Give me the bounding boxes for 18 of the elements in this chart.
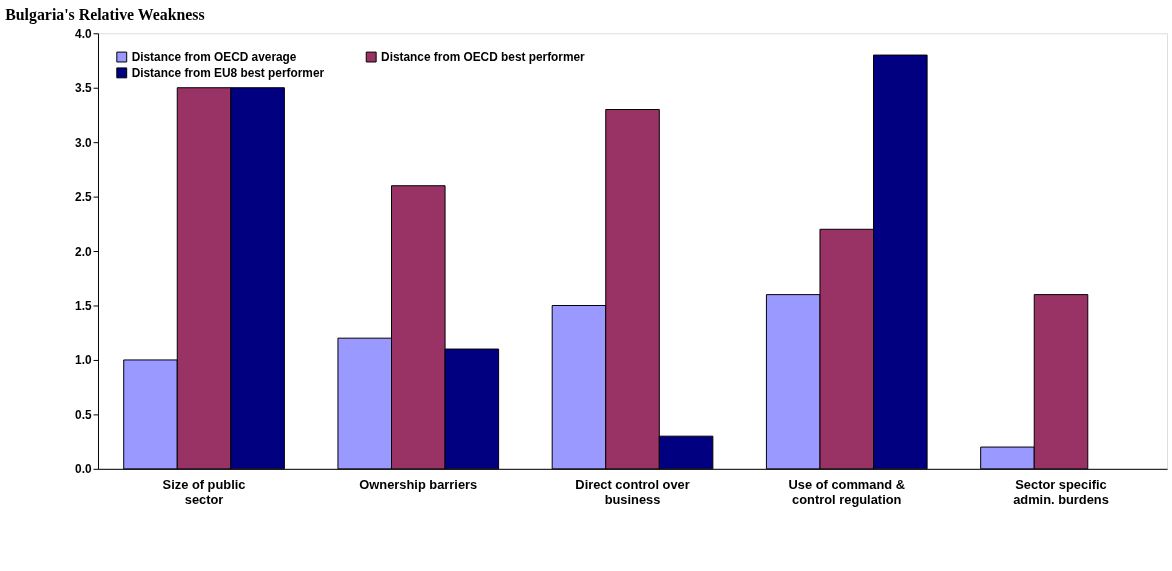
x-tick-label: Ownership barriers	[359, 477, 478, 493]
x-tick-label: Size of public sector	[162, 477, 246, 507]
legend-label: Distance from EU8 best performer	[131, 65, 325, 80]
y-tick-label: 1.0	[75, 353, 92, 368]
y-tick-label: 2.5	[75, 190, 92, 205]
y-tick-label: 2.0	[75, 244, 92, 259]
y-tick-label: 1.5	[75, 298, 92, 313]
y-tick-label: 0.5	[75, 407, 92, 422]
y-tick-label: 4.0	[75, 26, 92, 41]
y-tick-label: 3.0	[75, 135, 92, 150]
chart-title: Bulgaria's Relative Weakness	[5, 6, 205, 25]
x-tick-label: Sector specific admin. burdens	[1013, 477, 1109, 507]
legend-label: Distance from OECD average	[131, 50, 297, 65]
legend-label: Distance from OECD best performer	[381, 50, 586, 65]
y-tick-label: 0.0	[75, 462, 92, 477]
y-tick-label: 3.5	[75, 81, 92, 96]
x-tick-label: Use of command & control regulation	[788, 477, 906, 507]
x-tick-label: Direct control over business	[575, 477, 690, 507]
